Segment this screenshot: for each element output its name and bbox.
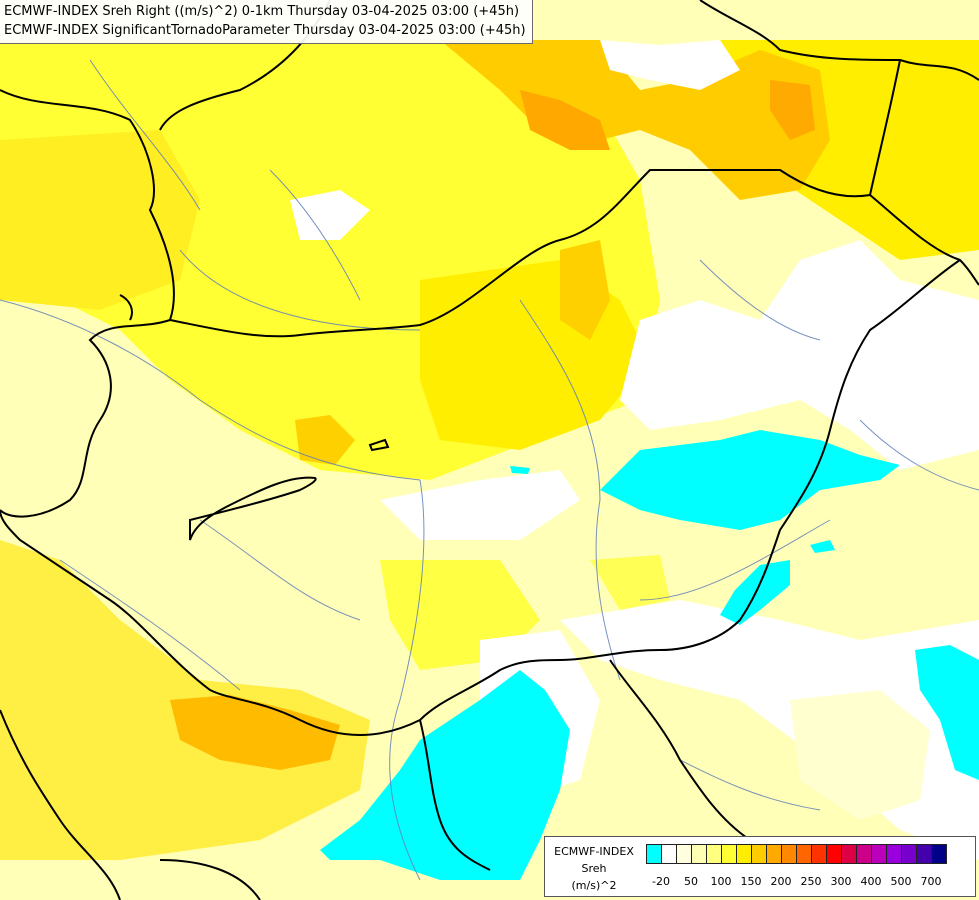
field-gold-north [440,40,830,200]
legend-unit: (m/s)^2 [571,879,617,892]
legend-tick-label: 250 [800,875,822,888]
legend-swatch [826,844,842,864]
field-white-blob [290,190,370,240]
legend-swatch [781,844,797,864]
legend-model: ECMWF-INDEX [554,845,634,858]
color-legend: ECMWF-INDEX Sreh (m/s)^2 -20 50 100 150 200 2… [544,836,976,897]
field-gold-center [560,240,610,340]
legend-swatch [736,844,752,864]
legend-tick-label: 100 [710,875,732,888]
legend-swatch [721,844,737,864]
legend-swatch [916,844,932,864]
legend-tick-label: 500 [890,875,912,888]
field-cyan-se-dot [810,540,835,553]
field-gold-south [170,695,340,770]
field-white-north [600,40,740,90]
legend-swatch [751,844,767,864]
legend-swatch [661,844,677,864]
legend-tick-label: 700 [920,875,942,888]
legend-swatch [886,844,902,864]
legend-swatch [766,844,782,864]
legend-swatch [646,844,662,864]
field-pale-south [790,690,930,820]
field-yellow-se-blob [590,555,670,610]
legend-parameter: Sreh [581,862,607,875]
field-cyan-south [320,670,570,880]
legend-swatch [676,844,692,864]
legend-tick-label: 150 [740,875,762,888]
field-orange-ne [770,80,815,140]
legend-tick-label: -20 [652,875,670,888]
title-line-stp: ECMWF-INDEX SignificantTornadoParameter … [4,23,526,38]
field-white-east [620,240,979,470]
legend-swatch [841,844,857,864]
legend-swatch [691,844,707,864]
legend-tick-label: 50 [684,875,698,888]
field-cyan-east [600,430,900,530]
field-orange-north [520,90,610,150]
field-cyan-small [510,466,530,474]
legend-tick-label: 300 [830,875,852,888]
legend-swatches [646,844,947,864]
legend-swatch [811,844,827,864]
legend-swatch [871,844,887,864]
field-white-center [380,470,580,540]
legend-tick-label: 400 [860,875,882,888]
map-title-box: ECMWF-INDEX Sreh Right ((m/s)^2) 0-1km T… [0,0,533,44]
legend-swatch [901,844,917,864]
legend-tick-label: 200 [770,875,792,888]
rivers [0,59,979,881]
field-gold-blob [295,415,355,465]
field-cyan-right [915,645,979,780]
field-yellow-nw [0,130,200,310]
title-line-sreh: ECMWF-INDEX Sreh Right ((m/s)^2) 0-1km T… [4,4,520,19]
legend-ticks: -20 50 100 150 200 250 300 400 500 700 [646,875,976,891]
legend-swatch [931,844,947,864]
legend-swatch [706,844,722,864]
legend-swatch [856,844,872,864]
legend-swatch [796,844,812,864]
